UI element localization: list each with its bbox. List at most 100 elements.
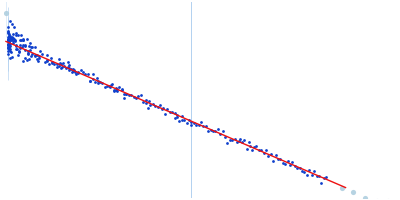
Point	[41, 60, 48, 63]
Point	[166, 110, 173, 114]
Point	[8, 38, 15, 41]
Point	[24, 52, 31, 55]
Point	[8, 55, 15, 58]
Point	[68, 67, 74, 71]
Point	[17, 39, 24, 42]
Point	[239, 140, 245, 144]
Point	[169, 110, 175, 113]
Point	[108, 84, 114, 87]
Point	[247, 144, 253, 147]
Point	[20, 39, 26, 42]
Point	[69, 69, 76, 72]
Point	[80, 71, 86, 74]
Point	[6, 46, 12, 49]
Point	[210, 130, 216, 133]
Point	[12, 39, 19, 42]
Point	[162, 113, 168, 116]
Point	[12, 32, 19, 35]
Point	[48, 61, 55, 64]
Point	[36, 50, 43, 53]
Point	[5, 34, 12, 38]
Point	[133, 97, 139, 100]
Point	[9, 36, 16, 40]
Point	[301, 170, 308, 173]
Point	[171, 112, 178, 115]
Point	[111, 89, 118, 92]
Point	[90, 77, 96, 81]
Point	[258, 149, 264, 152]
Point	[113, 88, 120, 91]
Point	[150, 103, 156, 106]
Point	[53, 65, 60, 68]
Point	[5, 29, 11, 32]
Point	[8, 36, 14, 40]
Point	[287, 164, 293, 167]
Point	[7, 20, 13, 23]
Point	[75, 70, 82, 73]
Point	[121, 92, 127, 96]
Point	[284, 160, 291, 163]
Point	[17, 46, 24, 50]
Point	[304, 173, 310, 176]
Point	[44, 60, 50, 63]
Point	[104, 84, 110, 87]
Point	[263, 149, 269, 152]
Point	[212, 129, 219, 133]
Point	[56, 64, 62, 67]
Point	[17, 33, 24, 36]
Point	[188, 120, 194, 123]
Point	[123, 92, 130, 95]
Point	[5, 35, 11, 39]
Point	[224, 141, 231, 144]
Point	[116, 85, 122, 88]
Point	[63, 66, 69, 70]
Point	[272, 153, 279, 157]
Point	[69, 70, 76, 74]
Point	[143, 99, 150, 102]
Point	[174, 113, 180, 116]
Point	[95, 79, 102, 82]
Point	[118, 88, 125, 91]
Point	[13, 48, 19, 51]
Point	[7, 36, 14, 39]
Point	[172, 116, 178, 119]
Point	[6, 56, 13, 59]
Point	[181, 118, 187, 121]
Point	[280, 161, 286, 165]
Point	[10, 26, 17, 29]
Point	[70, 67, 77, 70]
Point	[217, 132, 224, 136]
Point	[145, 106, 151, 110]
Point	[10, 32, 16, 35]
Point	[6, 42, 13, 46]
Point	[51, 62, 57, 66]
Point	[268, 153, 274, 156]
Point	[253, 145, 260, 148]
Point	[251, 146, 257, 149]
Point	[97, 80, 103, 83]
Point	[275, 157, 281, 160]
Point	[220, 129, 226, 132]
Point	[86, 79, 93, 83]
Point	[318, 181, 324, 184]
Point	[92, 80, 98, 84]
Point	[186, 119, 192, 122]
Point	[265, 154, 272, 157]
Point	[58, 66, 65, 69]
Point	[12, 34, 19, 37]
Point	[44, 59, 50, 62]
Point	[6, 41, 12, 44]
Point	[164, 108, 170, 111]
Point	[311, 170, 317, 173]
Point	[362, 196, 368, 199]
Point	[26, 57, 32, 61]
Point	[15, 33, 21, 36]
Point	[299, 169, 305, 172]
Point	[5, 53, 11, 56]
Point	[5, 49, 12, 52]
Point	[109, 83, 115, 86]
Point	[36, 54, 42, 57]
Point	[72, 71, 78, 74]
Point	[246, 140, 252, 144]
Point	[5, 39, 11, 42]
